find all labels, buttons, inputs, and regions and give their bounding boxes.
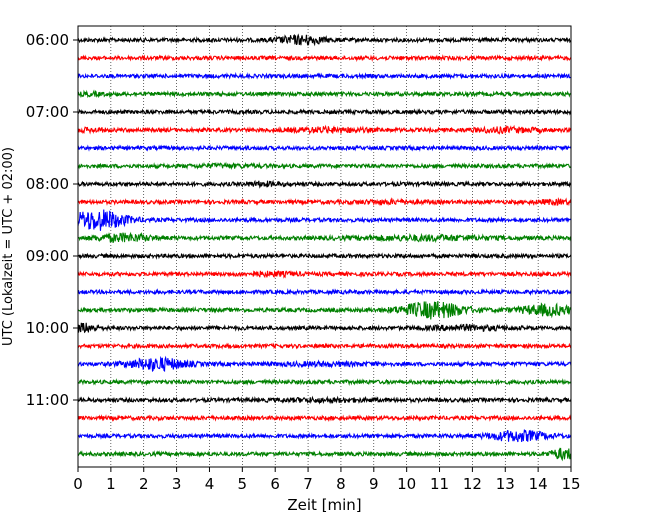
- y-axis-title: UTC (Lokalzeit = UTC + 02:00): [1, 147, 16, 346]
- seismogram-trace: [77, 341, 572, 350]
- y-tick-label: 07:00: [26, 103, 69, 121]
- seismogram-trace: [77, 209, 572, 231]
- x-tick-label: 4: [205, 475, 215, 493]
- seismogram-trace: [77, 322, 572, 334]
- trace-layer: [77, 33, 572, 462]
- x-tick-label: 10: [397, 475, 416, 493]
- seismogram-trace: [77, 231, 572, 244]
- seismogram-trace: [77, 355, 572, 373]
- x-tick-label: 1: [106, 475, 116, 493]
- x-axis-title: Zeit [min]: [287, 496, 361, 514]
- x-tick-label: 7: [303, 475, 313, 493]
- x-tick-label: 3: [172, 475, 182, 493]
- seismogram-trace: [77, 71, 572, 81]
- x-tick-label: 13: [496, 475, 515, 493]
- seismogram-trace: [77, 144, 572, 152]
- seismogram-trace: [77, 252, 572, 260]
- y-tick-label: 08:00: [26, 175, 69, 193]
- x-tick-label: 5: [238, 475, 248, 493]
- x-tick-label: 11: [430, 475, 449, 493]
- x-tick-label: 12: [463, 475, 482, 493]
- x-tick-label: 14: [529, 475, 548, 493]
- seismogram-trace: [77, 197, 572, 207]
- x-tick-label: 6: [270, 475, 280, 493]
- y-tick-label: 09:00: [26, 247, 69, 265]
- x-tick-label: 2: [139, 475, 149, 493]
- seismogram-trace: [77, 179, 572, 189]
- x-tick-label: 8: [336, 475, 346, 493]
- x-tick-label: 15: [561, 475, 580, 493]
- x-tick-label: 9: [369, 475, 379, 493]
- y-tick-label: 10:00: [26, 319, 69, 337]
- x-tick-label: 0: [73, 475, 83, 493]
- seismogram-trace: [77, 269, 572, 279]
- y-tick-label: 11:00: [26, 391, 69, 409]
- seismogram-trace: [77, 288, 572, 296]
- seismogram-trace: [77, 124, 572, 136]
- seismogram-trace: [77, 414, 572, 422]
- y-tick-label: 06:00: [26, 31, 69, 49]
- seismogram-trace: [77, 429, 572, 443]
- tick-layer: 0 1 2 3 4 5 6 7 8 9 10 11 12 13 14 1506:0007:0008:0009:…: [26, 31, 581, 493]
- seismogram-trace: [77, 161, 572, 171]
- plot-frame: [77, 25, 572, 468]
- seismogram-trace: [77, 395, 572, 405]
- seismogram-trace: [77, 378, 572, 387]
- seismogram-trace: [77, 54, 572, 63]
- seismogram-trace: [77, 33, 572, 47]
- seismogram-trace: [77, 89, 572, 99]
- seismogram-trace: [77, 447, 572, 462]
- seismogram-trace: [77, 301, 572, 320]
- seismogram-trace: [77, 107, 572, 116]
